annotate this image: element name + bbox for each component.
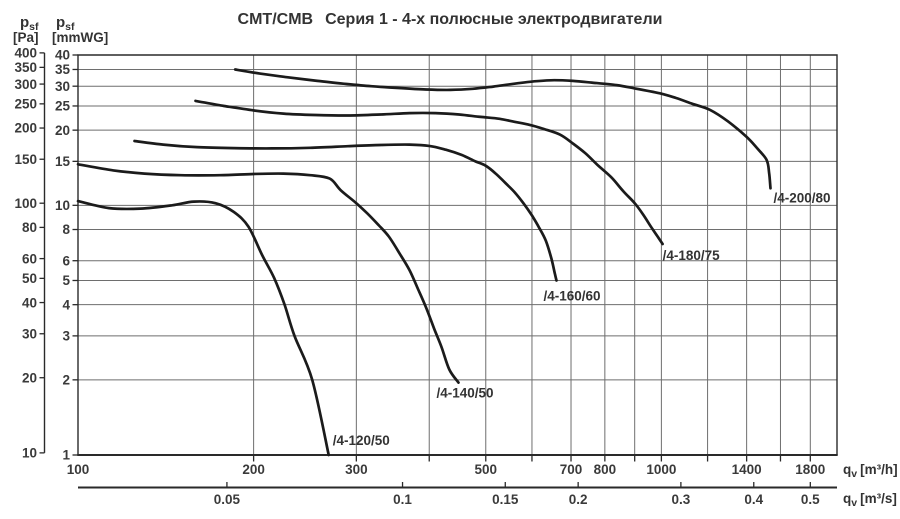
x-tick-label-300: 300 bbox=[345, 462, 368, 477]
x-tick-label-700: 700 bbox=[560, 462, 583, 477]
x-tick-label-1000: 1000 bbox=[646, 462, 676, 477]
mmwg-axis-sym-letter: p bbox=[56, 14, 65, 31]
pa-tick-label-300: 300 bbox=[14, 77, 37, 92]
curve-4-120-50 bbox=[76, 199, 331, 457]
x-tick-label-500: 500 bbox=[475, 462, 498, 477]
mmwg-axis-symbol: psf bbox=[56, 14, 75, 33]
m3s-tick-label-0.15: 0.15 bbox=[492, 492, 519, 507]
pa-tick-label-20: 20 bbox=[22, 370, 37, 385]
curve-4-160-60 bbox=[133, 139, 558, 282]
chart-title: CMT/CMB Серия 1 - 4-х полюсные электродви… bbox=[238, 11, 663, 28]
pa-tick-label-10: 10 bbox=[22, 446, 37, 461]
mmwg-tick-label-40: 40 bbox=[55, 48, 70, 63]
curve-label-4-120-50: /4-120/50 bbox=[333, 433, 390, 448]
mmwg-tick-label-2: 2 bbox=[62, 373, 70, 388]
curve-label-4-140-50: /4-140/50 bbox=[437, 386, 494, 401]
m3h-axis-unit: qv [m³/h] bbox=[843, 462, 898, 480]
curve-4-140-50 bbox=[76, 162, 460, 384]
mmwg-tick-label-30: 30 bbox=[55, 79, 70, 94]
m3h-axis-unit-text: [m³/h] bbox=[860, 462, 898, 477]
plot-border bbox=[77, 54, 838, 455]
mmwg-tick-label-4: 4 bbox=[62, 297, 70, 312]
pa-tick-label-200: 200 bbox=[14, 121, 37, 136]
m3s-tick-label-0.05: 0.05 bbox=[214, 492, 241, 507]
mmwg-tick-label-35: 35 bbox=[55, 62, 71, 77]
curve-4-200-80 bbox=[233, 68, 772, 190]
pa-axis-symbol: psf bbox=[20, 14, 39, 33]
title-model: CMT/CMB bbox=[238, 11, 314, 28]
x-tick-label-1400: 1400 bbox=[732, 462, 762, 477]
pa-axis-sym-sub: sf bbox=[29, 21, 39, 33]
m3s-axis-unit-text: [m³/s] bbox=[860, 491, 897, 506]
mmwg-tick-label-20: 20 bbox=[55, 123, 70, 138]
m3s-tick-label-0.2: 0.2 bbox=[569, 492, 588, 507]
mmwg-axis-unit: [mmWG] bbox=[52, 30, 108, 45]
x-tick-label-100: 100 bbox=[67, 462, 90, 477]
pa-axis-sym-letter: p bbox=[20, 14, 29, 31]
pa-tick-label-400: 400 bbox=[14, 46, 37, 61]
pa-tick-label-150: 150 bbox=[14, 152, 37, 167]
mmwg-tick-label-5: 5 bbox=[62, 273, 70, 288]
mmwg-tick-label-25: 25 bbox=[55, 99, 71, 114]
m3s-tick-label-0.5: 0.5 bbox=[801, 492, 820, 507]
m3s-tick-label-0.1: 0.1 bbox=[393, 492, 412, 507]
pa-tick-label-100: 100 bbox=[14, 196, 37, 211]
pa-tick-label-50: 50 bbox=[22, 271, 37, 286]
mmwg-tick-label-6: 6 bbox=[62, 253, 70, 268]
curve-label-4-160-60: /4-160/60 bbox=[543, 288, 600, 303]
m3s-axis-unit: qv [m³/s] bbox=[843, 491, 897, 509]
mmwg-tick-label-3: 3 bbox=[62, 329, 70, 344]
mmwg-axis-sym-sub: sf bbox=[65, 21, 75, 33]
m3s-tick-label-0.3: 0.3 bbox=[671, 492, 690, 507]
pa-axis-unit: [Pa] bbox=[13, 30, 39, 45]
mmwg-tick-label-8: 8 bbox=[62, 222, 70, 237]
x-tick-label-1800: 1800 bbox=[795, 462, 825, 477]
mmwg-tick-label-15: 15 bbox=[55, 154, 71, 169]
mmwg-tick-label-10: 10 bbox=[55, 198, 70, 213]
pa-tick-label-40: 40 bbox=[22, 295, 37, 310]
curve-label-4-200-80: /4-200/80 bbox=[773, 190, 830, 205]
x-tick-label-800: 800 bbox=[594, 462, 617, 477]
m3s-axis-sym-letter: q bbox=[843, 491, 851, 506]
title-series-text: Серия 1 - 4-х полюсные электродвигатели bbox=[325, 11, 662, 28]
m3h-axis-sym-sub: v bbox=[851, 468, 857, 480]
pa-tick-label-60: 60 bbox=[22, 251, 37, 266]
m3h-axis-sym-letter: q bbox=[843, 462, 851, 477]
pa-tick-label-250: 250 bbox=[14, 97, 37, 112]
mmwg-tick-label-1: 1 bbox=[62, 448, 70, 463]
pa-tick-label-30: 30 bbox=[22, 326, 37, 341]
m3s-axis-sym-sub: v bbox=[851, 497, 857, 509]
m3s-tick-label-0.4: 0.4 bbox=[744, 492, 763, 507]
curve-label-4-180-75: /4-180/75 bbox=[663, 248, 721, 263]
x-tick-label-200: 200 bbox=[242, 462, 265, 477]
pa-tick-label-350: 350 bbox=[14, 60, 37, 75]
curve-4-180-75 bbox=[194, 99, 664, 246]
pa-tick-label-80: 80 bbox=[22, 220, 37, 235]
